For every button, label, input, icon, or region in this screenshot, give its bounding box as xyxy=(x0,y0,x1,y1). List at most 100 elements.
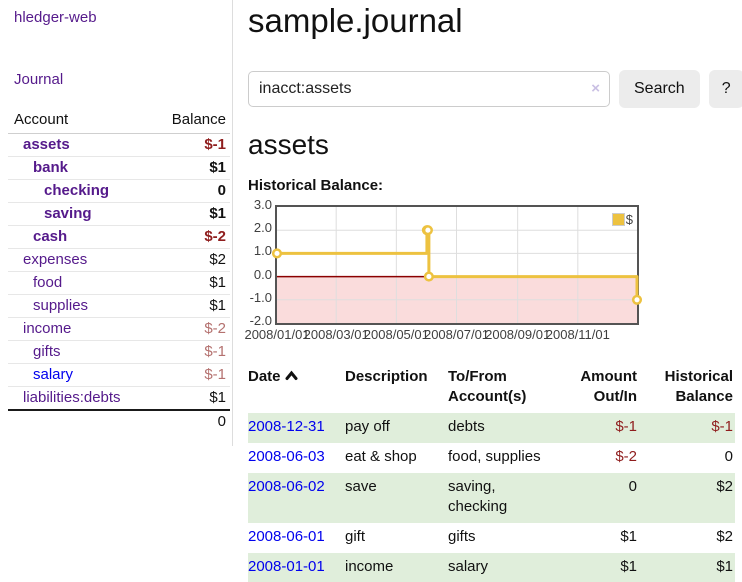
account-balance: $1 xyxy=(146,156,230,180)
account-balance: $1 xyxy=(146,202,230,226)
chart-legend: $ xyxy=(611,212,633,227)
account-balance: 0 xyxy=(146,179,230,203)
txn-accounts: gifts xyxy=(448,528,476,545)
account-row: bank $1 xyxy=(8,156,230,180)
account-link-liabilities-debts[interactable]: liabilities:debts xyxy=(23,389,121,406)
txn-date-link[interactable]: 2008-06-01 xyxy=(248,528,325,545)
account-row: gifts $-1 xyxy=(8,340,230,364)
account-link-salary[interactable]: salary xyxy=(33,366,74,383)
account-row: saving $1 xyxy=(8,202,230,226)
account-link-income[interactable]: income xyxy=(23,320,72,337)
search-button[interactable]: Search xyxy=(619,70,700,108)
account-column-header: Account xyxy=(8,109,146,134)
balance-column-header: Balance xyxy=(146,109,230,134)
register-header-row: Date Description To/From Account(s) Amou… xyxy=(248,363,735,413)
account-link-food[interactable]: food xyxy=(33,274,63,291)
account-page-title: assets xyxy=(248,129,329,160)
transaction-row: 2008-01-01 income salary $1 $1 xyxy=(248,553,735,582)
account-balance: $-2 xyxy=(146,317,230,341)
account-row: food $1 xyxy=(8,271,230,295)
txn-accounts: debts xyxy=(448,418,485,435)
account-link-saving[interactable]: saving xyxy=(44,205,92,222)
accounts-column-header: To/From Account(s) xyxy=(448,368,527,405)
nav-journal: Journal xyxy=(14,71,232,88)
account-row: expenses $2 xyxy=(8,248,230,272)
txn-amount: 0 xyxy=(628,478,637,495)
plot-area: $ xyxy=(271,205,643,325)
account-row: salary $-1 xyxy=(8,363,230,387)
txn-date-link[interactable]: 2008-01-01 xyxy=(248,558,325,575)
historical-balance-chart: 3.0 2.0 1.0 0.0 -1.0 -2.0 $ 2008/01/01 2008/03… xyxy=(244,197,735,345)
brand-link[interactable]: hledger-web xyxy=(14,9,97,26)
transaction-row: 2008-12-31 pay off debts $-1 $-1 xyxy=(248,413,735,443)
x-axis-labels: 2008/01/01 2008/03/01 2008/05/01 2008/07/01… xyxy=(244,327,610,342)
page-title: sample.journal xyxy=(248,2,463,39)
txn-balance: 0 xyxy=(724,448,733,465)
chart-canvas xyxy=(271,207,643,323)
clear-search-icon[interactable]: × xyxy=(591,80,600,97)
txn-description: save xyxy=(345,478,377,495)
txn-balance: $2 xyxy=(716,528,733,545)
brand: hledger-web xyxy=(0,0,232,26)
txn-description: pay off xyxy=(345,418,390,435)
account-row: liabilities:debts $1 xyxy=(8,386,230,410)
main-content: sample.journal × Search ? assets Histori… xyxy=(244,0,742,582)
accounts-table: Account Balance assets $-1 bank $1 checkin… xyxy=(8,109,230,433)
account-link-cash[interactable]: cash xyxy=(33,228,68,245)
txn-amount: $-2 xyxy=(615,448,637,465)
account-link-assets[interactable]: assets xyxy=(23,136,70,153)
txn-accounts: food, supplies xyxy=(448,448,541,465)
txn-amount: $-1 xyxy=(615,418,637,435)
account-row: income $-2 xyxy=(8,317,230,341)
search-input[interactable] xyxy=(248,71,610,107)
account-row: supplies $1 xyxy=(8,294,230,318)
txn-description: gift xyxy=(345,528,366,545)
register-table: Date Description To/From Account(s) Amou… xyxy=(248,363,735,582)
date-column-header[interactable]: Date xyxy=(248,363,345,413)
account-link-checking[interactable]: checking xyxy=(44,182,110,199)
account-balance: $-2 xyxy=(146,225,230,249)
account-link-supplies[interactable]: supplies xyxy=(33,297,89,314)
chart-title: Historical Balance: xyxy=(248,177,384,194)
transaction-row: 2008-06-03 eat & shop food, supplies $-2… xyxy=(248,443,735,473)
txn-date-link[interactable]: 2008-06-02 xyxy=(248,478,325,495)
help-button[interactable]: ? xyxy=(708,70,742,108)
txn-balance: $-1 xyxy=(711,418,733,435)
accounts-total: 0 xyxy=(146,409,230,433)
account-row: cash $-2 xyxy=(8,225,230,249)
account-row: assets $-1 xyxy=(8,134,230,157)
txn-date-link[interactable]: 2008-06-03 xyxy=(248,448,325,465)
txn-amount: $1 xyxy=(620,558,637,575)
y-axis-labels: 3.0 2.0 1.0 0.0 -1.0 -2.0 xyxy=(249,197,272,328)
account-link-bank[interactable]: bank xyxy=(33,159,69,176)
search-form: × Search ? xyxy=(248,70,742,108)
txn-accounts: saving, checking xyxy=(448,478,508,515)
account-balance: $1 xyxy=(146,271,230,295)
txn-amount: $1 xyxy=(620,528,637,545)
description-column-header: Description xyxy=(345,368,428,385)
legend-swatch xyxy=(611,213,625,226)
txn-description: eat & shop xyxy=(345,448,417,465)
sidebar: hledger-web Journal Account Balance asse… xyxy=(0,0,233,446)
journal-link[interactable]: Journal xyxy=(14,71,64,88)
account-balance: $-1 xyxy=(146,363,230,387)
account-link-gifts[interactable]: gifts xyxy=(33,343,61,360)
transaction-row: 2008-06-01 gift gifts $1 $2 xyxy=(248,523,735,553)
account-balance: $1 xyxy=(146,386,230,410)
txn-accounts: salary xyxy=(448,558,489,575)
txn-balance: $2 xyxy=(716,478,733,495)
balance-column-header-main: Historical Balance xyxy=(664,368,733,405)
txn-balance: $1 xyxy=(716,558,733,575)
legend-label: $ xyxy=(625,212,633,227)
account-row: checking 0 xyxy=(8,179,230,203)
txn-date-link[interactable]: 2008-12-31 xyxy=(248,418,325,435)
amount-column-header: Amount Out/In xyxy=(580,368,637,405)
account-balance: $-1 xyxy=(204,136,226,153)
account-link-expenses[interactable]: expenses xyxy=(23,251,88,268)
account-balance: $1 xyxy=(146,294,230,318)
transaction-row: 2008-06-02 save saving, checking 0 $2 xyxy=(248,473,735,523)
account-balance: $2 xyxy=(146,248,230,272)
accounts-total-row: 0 xyxy=(8,409,230,433)
account-balance: $-1 xyxy=(146,340,230,364)
